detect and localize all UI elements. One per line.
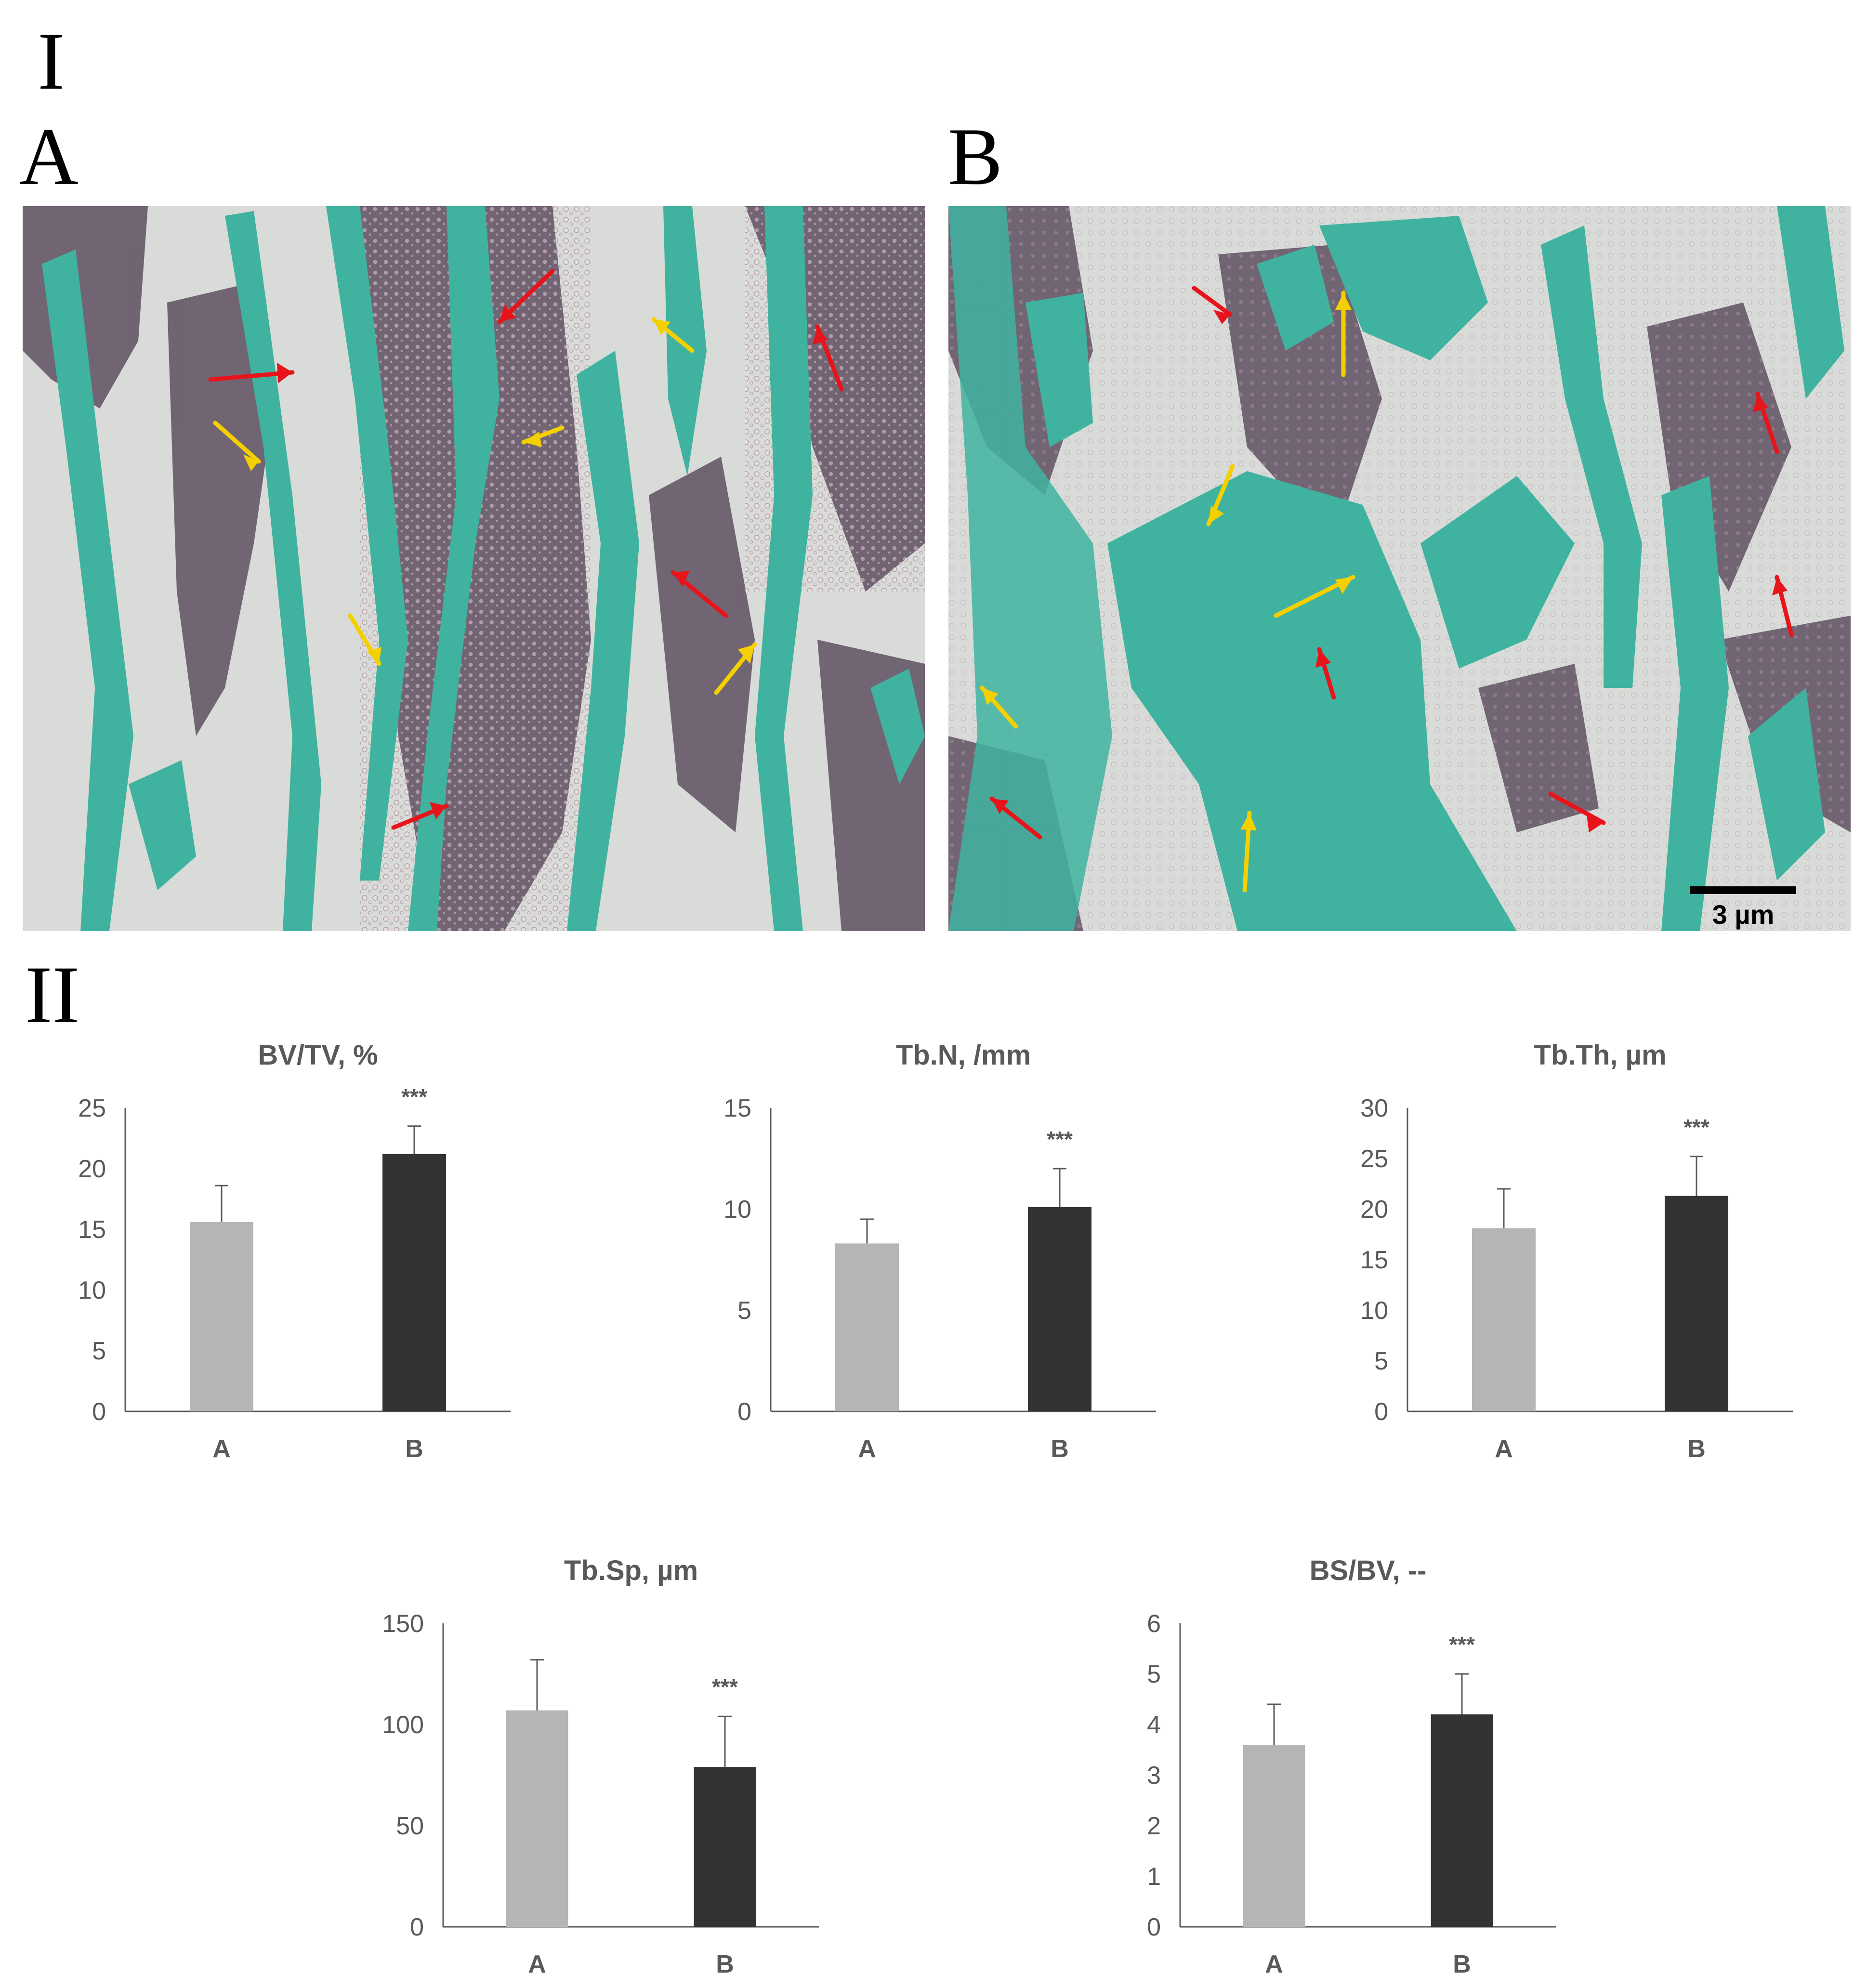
micrograph-label-a: A bbox=[19, 111, 79, 202]
y-tick-label: 20 bbox=[78, 1155, 106, 1183]
chart-title: BV/TV, % bbox=[258, 1040, 378, 1071]
chart-title: Tb.N, /mm bbox=[896, 1040, 1031, 1071]
chart-svg: BS/BV, -- 0 1 2 3 4 5 6 A B *** bbox=[1147, 1555, 1556, 1978]
y-tick-label: 0 bbox=[410, 1913, 424, 1941]
bar-a bbox=[506, 1710, 568, 1927]
bar-b bbox=[1028, 1207, 1091, 1411]
y-tick-label: 25 bbox=[1360, 1145, 1388, 1173]
x-tick-label: A bbox=[212, 1435, 231, 1463]
y-tick-label: 10 bbox=[1360, 1297, 1388, 1325]
x-tick-label: B bbox=[405, 1435, 423, 1463]
micrograph-label-b: B bbox=[948, 111, 1003, 202]
significance-label: *** bbox=[1683, 1115, 1709, 1140]
micrograph-a bbox=[23, 206, 925, 931]
x-tick-label: A bbox=[1265, 1950, 1283, 1978]
bar-a bbox=[1243, 1745, 1305, 1927]
chart-svg: Tb.N, /mm 0 5 10 15 A B *** bbox=[723, 1040, 1156, 1463]
y-tick-label: 0 bbox=[1147, 1913, 1161, 1941]
micrograph-a-image bbox=[23, 206, 925, 931]
chart-bv-tv: BV/TV, % 0 5 10 15 20 25 A B *** bbox=[29, 1031, 520, 1464]
part-label-II: II bbox=[25, 949, 80, 1040]
chart-title: BS/BV, -- bbox=[1310, 1555, 1427, 1586]
y-tick-label: 15 bbox=[1360, 1246, 1388, 1274]
bar-b bbox=[382, 1154, 446, 1411]
y-tick-label: 50 bbox=[396, 1812, 424, 1840]
y-tick-label: 5 bbox=[1147, 1660, 1161, 1688]
scale-bar-label: 3 µm bbox=[1712, 899, 1775, 930]
scale-bar bbox=[1690, 886, 1796, 894]
y-tick-label: 20 bbox=[1360, 1196, 1388, 1224]
y-tick-label: 6 bbox=[1147, 1610, 1161, 1638]
bar-b bbox=[1665, 1196, 1728, 1411]
y-tick-label: 30 bbox=[1360, 1094, 1388, 1122]
y-tick-label: 25 bbox=[78, 1094, 106, 1122]
x-tick-label: B bbox=[716, 1950, 734, 1978]
y-tick-label: 100 bbox=[382, 1711, 424, 1739]
chart-tb-n: Tb.N, /mm 0 5 10 15 A B *** bbox=[674, 1031, 1166, 1464]
x-tick-label: A bbox=[528, 1950, 546, 1978]
x-tick-label: B bbox=[1453, 1950, 1471, 1978]
x-tick-label: A bbox=[1495, 1435, 1513, 1463]
chart-tb-th: Tb.Th, µm 0 5 10 15 20 25 30 A B *** bbox=[1311, 1031, 1802, 1464]
y-tick-label: 15 bbox=[723, 1094, 751, 1122]
x-tick-label: B bbox=[1051, 1435, 1069, 1463]
bar-a bbox=[1472, 1228, 1536, 1411]
chart-svg: BV/TV, % 0 5 10 15 20 25 A B *** bbox=[78, 1040, 511, 1463]
y-tick-label: 1 bbox=[1147, 1863, 1161, 1891]
chart-title: Tb.Sp, µm bbox=[564, 1555, 698, 1586]
y-tick-label: 10 bbox=[78, 1277, 106, 1304]
y-tick-label: 0 bbox=[1374, 1398, 1388, 1426]
y-tick-label: 150 bbox=[382, 1610, 424, 1638]
y-tick-label: 15 bbox=[78, 1216, 106, 1244]
part-label-I: I bbox=[38, 16, 65, 106]
bar-a bbox=[835, 1243, 899, 1411]
x-tick-label: A bbox=[858, 1435, 876, 1463]
y-tick-label: 10 bbox=[723, 1196, 751, 1224]
significance-label: *** bbox=[401, 1084, 427, 1109]
significance-label: *** bbox=[1047, 1127, 1073, 1152]
y-tick-label: 2 bbox=[1147, 1812, 1161, 1840]
chart-title: Tb.Th, µm bbox=[1534, 1040, 1666, 1071]
y-tick-label: 3 bbox=[1147, 1762, 1161, 1790]
chart-tb-sp: Tb.Sp, µm 0 50 100 150 A B *** bbox=[347, 1546, 828, 1980]
y-tick-label: 0 bbox=[737, 1398, 751, 1426]
micrograph-b-image: 3 µm bbox=[948, 206, 1851, 931]
y-tick-label: 5 bbox=[1374, 1347, 1388, 1375]
bar-b bbox=[1431, 1714, 1493, 1927]
chart-svg: Tb.Sp, µm 0 50 100 150 A B *** bbox=[382, 1555, 819, 1978]
y-tick-label: 4 bbox=[1147, 1711, 1161, 1739]
chart-bs-bv: BS/BV, -- 0 1 2 3 4 5 6 A B *** bbox=[1084, 1546, 1565, 1980]
bar-b bbox=[694, 1767, 756, 1927]
micrograph-b: 3 µm bbox=[948, 206, 1851, 931]
significance-label: *** bbox=[1449, 1632, 1475, 1657]
chart-svg: Tb.Th, µm 0 5 10 15 20 25 30 A B *** bbox=[1360, 1040, 1793, 1463]
x-tick-label: B bbox=[1687, 1435, 1706, 1463]
bar-a bbox=[190, 1222, 253, 1411]
y-tick-label: 5 bbox=[92, 1337, 106, 1365]
y-tick-label: 5 bbox=[737, 1297, 751, 1325]
y-tick-label: 0 bbox=[92, 1398, 106, 1426]
significance-label: *** bbox=[712, 1674, 738, 1699]
